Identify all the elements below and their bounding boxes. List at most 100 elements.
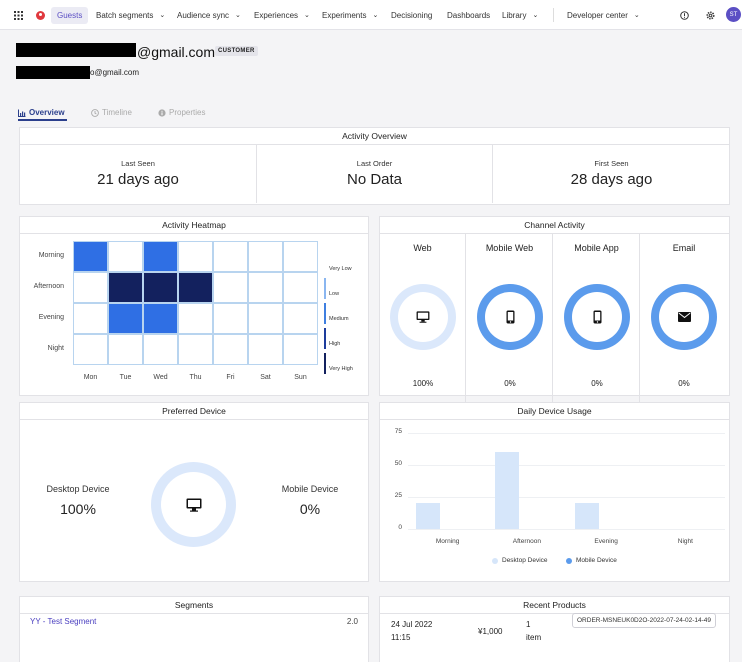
heatmap-cell[interactable]: [283, 303, 318, 334]
nav-experiments[interactable]: Experiments ⌄: [322, 0, 378, 30]
nav-decisioning[interactable]: Decisioning: [391, 0, 432, 30]
nav-library[interactable]: Library ⌄: [502, 0, 538, 30]
desktop-icon: [186, 498, 201, 512]
tab-timeline[interactable]: Timeline: [91, 108, 132, 117]
gear-icon[interactable]: [706, 0, 715, 30]
heatmap-cell[interactable]: [178, 303, 213, 334]
legend-mobile-swatch: [566, 557, 572, 564]
heatmap-legend-swatch: [324, 303, 326, 324]
heatmap-cell[interactable]: [73, 272, 108, 303]
nav-guests-label: Guests: [57, 11, 83, 20]
nav-audience-sync[interactable]: Audience sync ⌄: [177, 0, 241, 30]
top-nav-bar: Guests Batch segments ⌄ Audience sync ⌄ Ex…: [0, 0, 742, 30]
tab-overview[interactable]: Overview: [18, 108, 65, 117]
heatmap-cell[interactable]: [73, 241, 108, 272]
heatmap-legend-label: Medium: [329, 316, 349, 322]
customer-badge: CUSTOMER: [215, 46, 258, 56]
preferred-device-ring: [151, 462, 236, 547]
heatmap-cell[interactable]: [213, 303, 248, 334]
nav-dashboards-label: Dashboards: [447, 10, 491, 20]
heatmap-cell[interactable]: [178, 241, 213, 272]
avatar-initials: ST: [729, 11, 738, 18]
activity-overview-card: Activity Overview Last Seen 21 days ago …: [19, 127, 730, 205]
heatmap-cell[interactable]: [283, 241, 318, 272]
chevron-down-icon: ⌄: [633, 12, 640, 19]
heatmap-cell[interactable]: [73, 303, 108, 334]
product-qty-unit: item: [526, 633, 542, 642]
heatmap-cell[interactable]: [248, 272, 283, 303]
preferred-device-title: Preferred Device: [20, 403, 368, 420]
nav-experiments-label: Experiments: [322, 10, 367, 20]
chevron-down-icon: ⌄: [159, 12, 166, 19]
channel-percent: 0%: [678, 379, 690, 388]
redacted-email-block: [16, 43, 136, 57]
heatmap-cell[interactable]: [143, 272, 178, 303]
channel-column: Mobile App 0%: [554, 234, 640, 412]
user-avatar[interactable]: ST: [726, 7, 741, 22]
apps-grid-icon[interactable]: [14, 0, 23, 30]
tab-timeline-label: Timeline: [102, 108, 132, 117]
desktop-device-value: 100%: [60, 501, 96, 517]
mail-icon: [677, 312, 691, 322]
mobile-device-value: 0%: [299, 501, 321, 517]
y-tick-label: 0: [398, 524, 402, 531]
nav-dashboards[interactable]: Dashboards: [447, 0, 490, 30]
nav-developer-center[interactable]: Developer center ⌄: [567, 0, 640, 30]
last-seen-label: Last Seen: [121, 159, 155, 168]
chevron-down-icon: ⌄: [235, 12, 241, 19]
chart-gridline: [408, 529, 725, 530]
channel-ring: [390, 284, 456, 350]
bar-desktop[interactable]: [574, 503, 599, 529]
segments-card: Segments YY - Test Segment 2.0: [19, 596, 369, 662]
heatmap-cell[interactable]: [213, 334, 248, 365]
heatmap-cell[interactable]: [248, 303, 283, 334]
heatmap-cell[interactable]: [108, 303, 143, 334]
legend-desktop-swatch: [492, 557, 498, 564]
heatmap-cell[interactable]: [248, 334, 283, 365]
heatmap-legend-label: Low: [329, 291, 340, 297]
segment-link[interactable]: YY - Test Segment: [30, 617, 97, 626]
heatmap-row-label: Evening: [38, 314, 64, 321]
legend-desktop-label: Desktop Device: [502, 557, 548, 564]
preferred-device-card: Preferred Device Desktop Device 100% Mob…: [19, 402, 369, 582]
info-icon: [158, 108, 166, 117]
channel-percent: 0%: [504, 379, 516, 388]
heatmap-cell[interactable]: [178, 272, 213, 303]
heatmap-legend-label: High: [329, 341, 341, 347]
heatmap-cell[interactable]: [143, 334, 178, 365]
nav-experiences[interactable]: Experiences ⌄: [254, 0, 310, 30]
heatmap-cell[interactable]: [108, 334, 143, 365]
tab-properties[interactable]: Properties: [158, 108, 205, 117]
nav-batch-segments[interactable]: Batch segments ⌄: [96, 0, 165, 30]
bar-desktop[interactable]: [416, 503, 440, 529]
profile-email-primary: @gmail.com: [137, 44, 216, 60]
heatmap-cell[interactable]: [73, 334, 108, 365]
heatmap-cell[interactable]: [108, 272, 143, 303]
heatmap-cell[interactable]: [213, 241, 248, 272]
order-id-chip[interactable]: ORDER-MSNEUK0D2O-2022-07-24-02-14-49: [572, 613, 717, 628]
chart-icon: [18, 109, 26, 117]
heatmap-legend-swatch: [324, 353, 326, 374]
nav-library-label: Library: [502, 10, 527, 20]
first-seen-value: 28 days ago: [570, 171, 653, 188]
heatmap-cell[interactable]: [108, 241, 143, 272]
heatmap-cell[interactable]: [143, 241, 178, 272]
channel-percent: 100%: [412, 379, 434, 388]
heatmap-cell[interactable]: [143, 303, 178, 334]
heatmap-cell[interactable]: [178, 334, 213, 365]
activity-heatmap-card: Activity Heatmap Morning Afternoon Evening…: [19, 216, 369, 396]
help-icon[interactable]: [680, 0, 689, 30]
channel-ring-inner: [485, 292, 535, 342]
heatmap-cell[interactable]: [283, 272, 318, 303]
preferred-device-ring-inner: [161, 472, 226, 537]
heatmap-cell[interactable]: [283, 334, 318, 365]
chart-gridline: [408, 497, 725, 498]
heatmap-cell[interactable]: [213, 272, 248, 303]
heatmap-cell[interactable]: [248, 241, 283, 272]
nav-guests[interactable]: Guests: [51, 7, 89, 24]
heatmap-col-label: Mon: [83, 374, 98, 381]
bar-desktop[interactable]: [495, 452, 520, 529]
brand-logo-icon[interactable]: [36, 11, 45, 20]
desktop-device-label: Desktop Device: [46, 484, 110, 494]
y-tick-label: 50: [394, 460, 402, 467]
